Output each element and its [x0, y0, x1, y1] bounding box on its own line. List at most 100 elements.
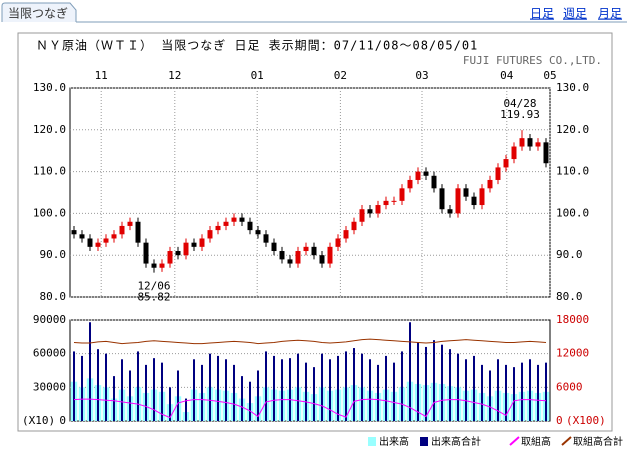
candle-body [391, 200, 397, 202]
volume-bar [329, 359, 331, 421]
candle-body [199, 238, 205, 247]
candle-body [519, 138, 525, 147]
candle-body [159, 263, 165, 268]
x-tick-label: 01 [251, 69, 264, 82]
y2-tick-label: 12000 [556, 347, 589, 360]
volume-bar [529, 359, 531, 421]
volume-bar [473, 355, 475, 421]
y2-tick-label: 18000 [556, 313, 589, 326]
tab [1, 2, 77, 22]
volume-bar [281, 359, 283, 421]
candle-body [343, 230, 349, 239]
volume-bar [377, 364, 379, 421]
volume-bar [193, 359, 195, 421]
volume-bar [521, 362, 523, 421]
candle-body [207, 230, 213, 239]
y-tick-label: 110.0 [556, 165, 589, 178]
x-tick-label: 05 [543, 69, 556, 82]
y-tick-label: 130.0 [33, 81, 66, 94]
volume-bar [273, 355, 275, 421]
candle-body [71, 230, 77, 235]
candle-body [431, 175, 437, 189]
legend-swatch [420, 437, 428, 446]
volume-bar [105, 353, 107, 421]
annotation: 04/28 [503, 97, 536, 110]
volume-bar [145, 364, 147, 421]
volume-bar [201, 364, 203, 421]
legend-swatch [509, 436, 520, 446]
candle-body [239, 217, 245, 222]
legend-label: 取組高 [521, 435, 551, 448]
volume-bar [505, 364, 507, 421]
candle-body [135, 221, 141, 243]
candle-body [79, 234, 85, 239]
link[interactable]: 月足 [598, 7, 622, 21]
volume-bar [217, 355, 219, 421]
candle-body [279, 251, 285, 260]
volume-bar [417, 342, 419, 421]
volume-bar [177, 370, 179, 421]
plot-area [69, 87, 551, 298]
volume-bar [289, 358, 291, 421]
y-tick-label: 110.0 [33, 165, 66, 178]
candle-body [399, 188, 405, 201]
candle-body [319, 255, 325, 264]
candle-body [119, 225, 125, 235]
candle-body [375, 205, 381, 214]
volume-bar [545, 362, 547, 421]
volume-bar [185, 398, 187, 421]
candle-body [111, 234, 117, 239]
candle-body [103, 238, 109, 243]
candle-body [263, 234, 269, 243]
y-tick-label: 80.0 [556, 290, 583, 303]
candle-body [495, 167, 501, 180]
y-tick-label: 130.0 [556, 81, 589, 94]
y-tick-label: 0 [59, 414, 66, 427]
volume-bar [137, 351, 139, 421]
volume-bar [113, 376, 115, 421]
candle-body [415, 171, 421, 180]
candle-body [543, 142, 549, 164]
candle-body [247, 221, 253, 231]
volume-bar [161, 362, 163, 421]
annotation: 12/06 [137, 280, 170, 293]
x-tick-label: 11 [95, 69, 108, 82]
candle-body [191, 242, 197, 247]
volume-bar [345, 351, 347, 421]
y-note: (X10) [22, 414, 55, 427]
y-tick-label: 100.0 [556, 206, 589, 219]
volume-bar [489, 370, 491, 421]
x-tick-label: 03 [415, 69, 428, 82]
volume-bar [313, 367, 315, 421]
candle-body [535, 142, 541, 147]
candle-body [87, 238, 93, 247]
volume-bar [321, 353, 323, 421]
candle-body [471, 196, 477, 206]
y-tick-label: 100.0 [33, 206, 66, 219]
volume-bar [129, 370, 131, 421]
volume-bar [305, 362, 307, 421]
candle-body [327, 246, 333, 264]
candle-body [127, 221, 133, 226]
legend-label: 出来高合計 [431, 435, 481, 448]
volume-bar [537, 364, 539, 421]
volume-bar [465, 359, 467, 421]
link[interactable]: 週足 [563, 7, 587, 21]
x-tick-label: 02 [334, 69, 347, 82]
candle-body [447, 209, 453, 214]
link[interactable]: 日足 [530, 7, 554, 21]
volume-bar [297, 353, 299, 421]
candle-body [143, 242, 149, 264]
y-tick-label: 120.0 [556, 123, 589, 136]
candle-body [487, 179, 493, 189]
volume-bar [209, 353, 211, 421]
legend-swatch [368, 437, 376, 446]
y-tick-label: 90.0 [40, 248, 67, 261]
candle-body [367, 209, 373, 214]
series-line [73, 398, 547, 419]
candle-body [479, 188, 485, 206]
volume-bar [337, 355, 339, 421]
y-tick-label: 60000 [33, 347, 66, 360]
